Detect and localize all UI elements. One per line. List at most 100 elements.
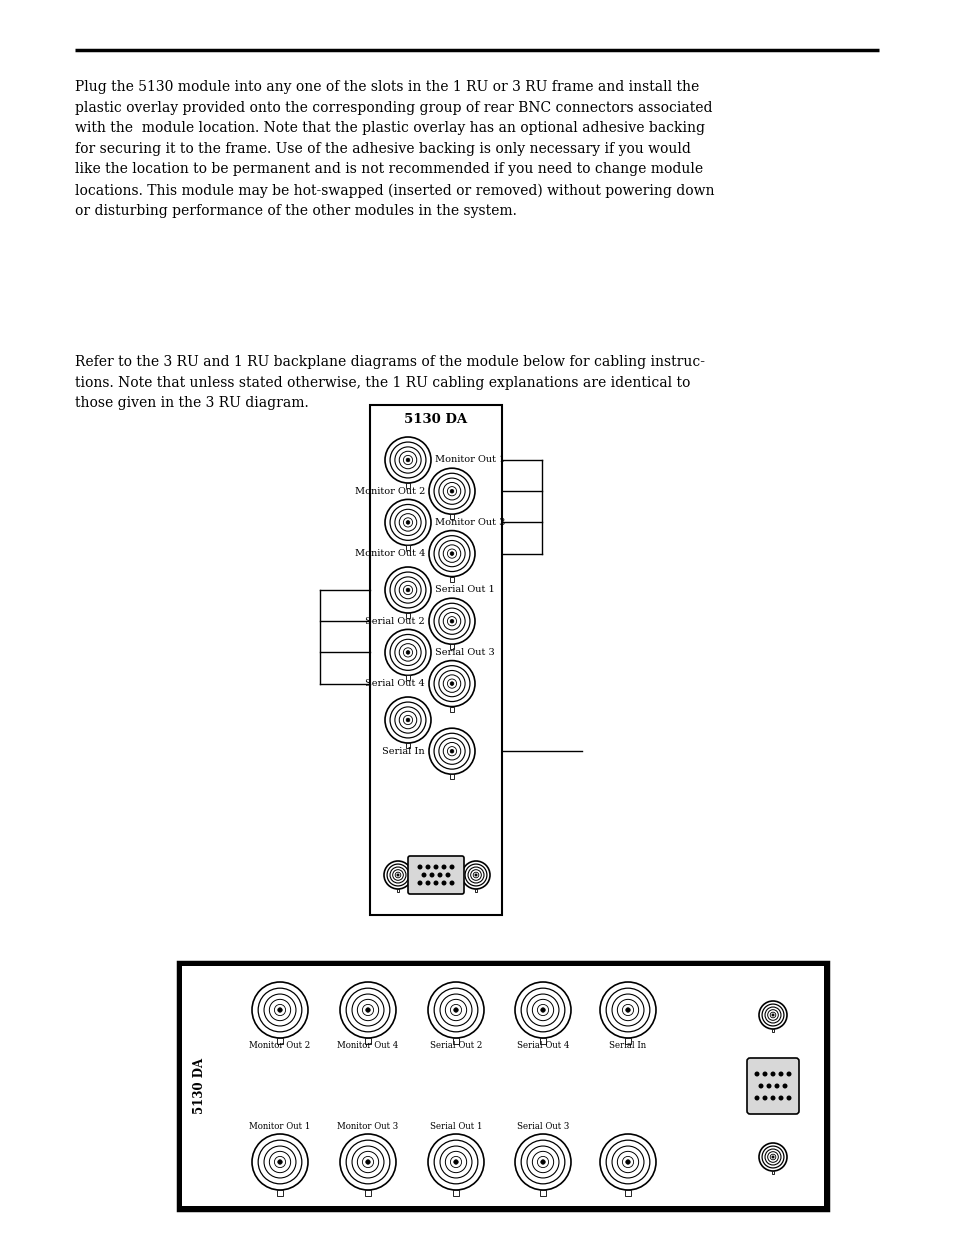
- Circle shape: [365, 1160, 370, 1165]
- Text: Monitor Out 2: Monitor Out 2: [249, 1041, 311, 1050]
- Circle shape: [785, 1072, 791, 1077]
- Circle shape: [449, 864, 454, 869]
- Text: Serial In: Serial In: [609, 1041, 646, 1050]
- Text: Serial Out 3: Serial Out 3: [435, 648, 495, 657]
- Circle shape: [475, 874, 476, 876]
- Circle shape: [754, 1072, 759, 1077]
- Circle shape: [540, 1160, 545, 1165]
- Text: 5130 DA: 5130 DA: [404, 412, 467, 426]
- Bar: [625, 1191, 630, 1197]
- Circle shape: [406, 719, 410, 721]
- Circle shape: [445, 872, 450, 878]
- Circle shape: [450, 682, 454, 685]
- Circle shape: [781, 1083, 786, 1088]
- Circle shape: [450, 552, 454, 556]
- Circle shape: [396, 874, 398, 876]
- Text: Monitor Out 4: Monitor Out 4: [337, 1041, 398, 1050]
- Bar: [450, 774, 454, 779]
- Text: Refer to the 3 RU and 1 RU backplane diagrams of the module below for cabling in: Refer to the 3 RU and 1 RU backplane dia…: [75, 354, 704, 410]
- Text: Monitor Out 1: Monitor Out 1: [435, 456, 505, 464]
- Text: Serial Out 4: Serial Out 4: [365, 679, 424, 688]
- Circle shape: [406, 458, 410, 462]
- Text: Serial In: Serial In: [382, 747, 424, 756]
- Text: Serial Out 2: Serial Out 2: [365, 616, 424, 626]
- Circle shape: [761, 1072, 767, 1077]
- Circle shape: [406, 588, 410, 592]
- Bar: [406, 613, 410, 618]
- Circle shape: [778, 1095, 782, 1100]
- Bar: [182, 966, 823, 1207]
- Circle shape: [277, 1008, 282, 1013]
- Circle shape: [441, 881, 446, 885]
- Circle shape: [450, 489, 454, 493]
- Circle shape: [454, 1160, 457, 1165]
- Bar: [450, 514, 454, 519]
- Bar: [406, 676, 410, 680]
- Bar: [771, 1029, 774, 1032]
- Bar: [178, 962, 827, 1210]
- Text: Serial Out 3: Serial Out 3: [517, 1123, 569, 1131]
- Circle shape: [774, 1083, 779, 1088]
- Bar: [365, 1037, 370, 1044]
- Circle shape: [441, 864, 446, 869]
- Circle shape: [437, 872, 442, 878]
- Bar: [406, 743, 410, 748]
- Circle shape: [406, 521, 410, 524]
- Bar: [450, 577, 454, 582]
- Circle shape: [785, 1095, 791, 1100]
- Bar: [365, 1191, 370, 1197]
- Text: 5130 DA: 5130 DA: [193, 1058, 206, 1114]
- Circle shape: [429, 872, 434, 878]
- Circle shape: [761, 1095, 767, 1100]
- Bar: [453, 1037, 458, 1044]
- Circle shape: [625, 1008, 630, 1013]
- Bar: [277, 1037, 282, 1044]
- Circle shape: [770, 1072, 775, 1077]
- Text: Serial Out 1: Serial Out 1: [435, 585, 495, 594]
- Circle shape: [771, 1156, 773, 1158]
- Circle shape: [433, 881, 438, 885]
- Circle shape: [765, 1083, 771, 1088]
- Circle shape: [450, 750, 454, 753]
- FancyBboxPatch shape: [746, 1058, 799, 1114]
- Circle shape: [425, 864, 430, 869]
- Text: Serial Out 1: Serial Out 1: [429, 1123, 482, 1131]
- Bar: [450, 706, 454, 711]
- Bar: [625, 1037, 630, 1044]
- Text: Monitor Out 4: Monitor Out 4: [355, 550, 424, 558]
- Circle shape: [754, 1095, 759, 1100]
- Circle shape: [365, 1008, 370, 1013]
- Circle shape: [770, 1095, 775, 1100]
- Circle shape: [450, 620, 454, 622]
- Circle shape: [771, 1014, 773, 1016]
- Bar: [450, 645, 454, 650]
- Text: Monitor Out 1: Monitor Out 1: [249, 1123, 311, 1131]
- Bar: [277, 1191, 282, 1197]
- Bar: [475, 889, 476, 892]
- Bar: [370, 405, 501, 915]
- Text: Monitor Out 3: Monitor Out 3: [435, 517, 505, 527]
- Bar: [406, 483, 410, 488]
- Text: Monitor Out 3: Monitor Out 3: [337, 1123, 398, 1131]
- Circle shape: [540, 1008, 545, 1013]
- Circle shape: [417, 881, 422, 885]
- Circle shape: [625, 1160, 630, 1165]
- Circle shape: [417, 864, 422, 869]
- Bar: [406, 546, 410, 551]
- Circle shape: [449, 881, 454, 885]
- Circle shape: [406, 651, 410, 655]
- Circle shape: [277, 1160, 282, 1165]
- Text: Monitor Out 2: Monitor Out 2: [355, 487, 424, 495]
- Circle shape: [454, 1008, 457, 1013]
- Text: Plug the 5130 module into any one of the slots in the 1 RU or 3 RU frame and ins: Plug the 5130 module into any one of the…: [75, 80, 714, 219]
- Circle shape: [778, 1072, 782, 1077]
- Bar: [453, 1191, 458, 1197]
- Bar: [540, 1037, 545, 1044]
- Circle shape: [758, 1083, 762, 1088]
- FancyBboxPatch shape: [408, 856, 463, 894]
- Bar: [771, 1171, 774, 1174]
- Text: Serial Out 2: Serial Out 2: [430, 1041, 481, 1050]
- Bar: [396, 889, 399, 892]
- Circle shape: [425, 881, 430, 885]
- Bar: [540, 1191, 545, 1197]
